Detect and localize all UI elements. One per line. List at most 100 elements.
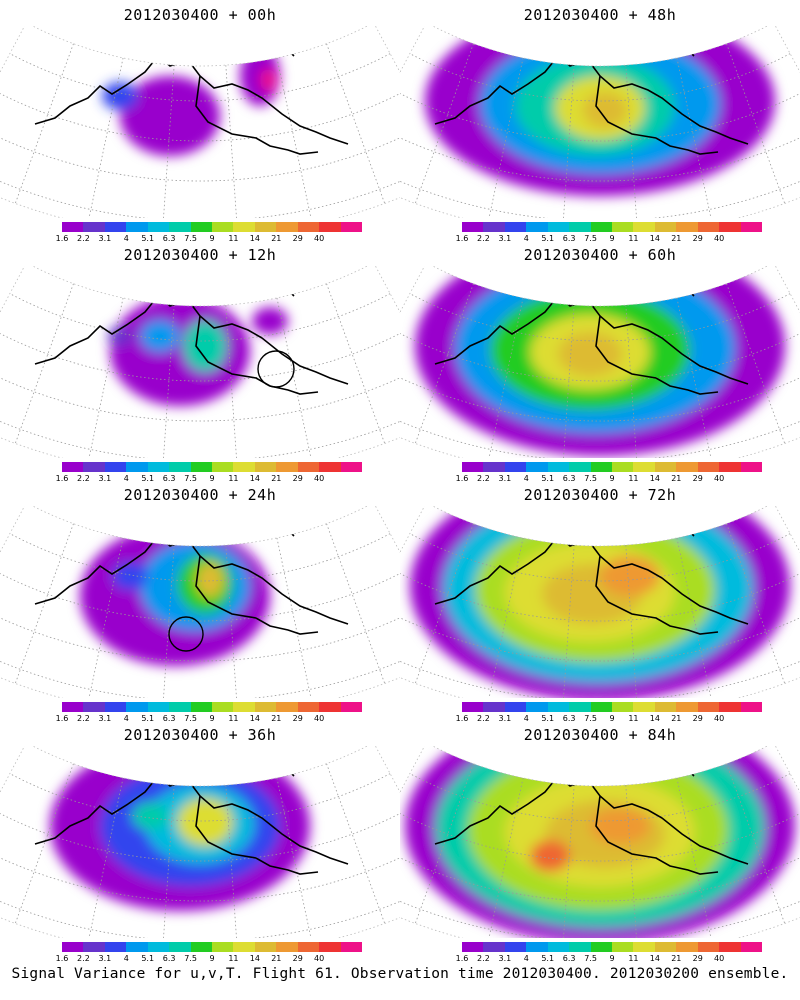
colorbar-segment	[340, 462, 363, 472]
colorbar-segment	[319, 702, 342, 712]
colorbar-label: 7.5	[184, 474, 197, 483]
colorbar-label: 1.6	[55, 954, 69, 963]
colorbar-segment	[654, 222, 677, 232]
colorbar-segment	[62, 942, 84, 952]
colorbar-label: 4	[123, 954, 129, 963]
longitude-line	[276, 57, 313, 218]
variance-map	[0, 746, 400, 938]
colorbar-label: 1.6	[55, 714, 69, 723]
longitude-line	[161, 545, 175, 698]
longitude-line	[225, 305, 239, 458]
latitude-line	[400, 879, 800, 938]
colorbar-label: 40	[714, 954, 725, 963]
longitude-line	[414, 763, 474, 924]
colorbar-label: 5.1	[141, 954, 155, 963]
colorbar-label: 9	[609, 714, 615, 723]
colorbar-segment	[254, 222, 277, 232]
colorbar-segment	[676, 462, 699, 472]
colorbar-label: 29	[692, 714, 703, 723]
colorbar-label: 21	[271, 234, 282, 243]
variance-map	[400, 506, 800, 698]
colorbar-segment	[254, 942, 277, 952]
colorbar-segment	[676, 702, 699, 712]
latitude-line	[0, 568, 400, 622]
colorbar	[62, 702, 363, 712]
colorbar-segment	[104, 462, 127, 472]
colorbar-segment	[633, 222, 656, 232]
colorbar-label: 11	[628, 954, 639, 963]
colorbar-label: 21	[271, 714, 282, 723]
colorbar-label: 1.6	[455, 714, 469, 723]
latitude-line	[400, 568, 800, 622]
panel-title: 2012030400 + 72h	[523, 486, 677, 504]
latitude-line	[0, 328, 400, 382]
variance-map	[400, 26, 800, 218]
colorbar-label: 2.2	[477, 714, 490, 723]
latitude-line	[409, 773, 791, 822]
colorbar-label: 2.2	[77, 714, 90, 723]
colorbar-label: 11	[628, 234, 639, 243]
colorbar-segment	[612, 942, 634, 952]
colorbar-label: 1.6	[455, 474, 469, 483]
colorbar-label: 3.1	[498, 954, 512, 963]
colorbar-segment	[126, 702, 149, 712]
colorbar-segment	[654, 942, 677, 952]
latitude-line	[0, 808, 400, 862]
longitude-line	[726, 43, 786, 204]
colorbar-label: 7.5	[184, 714, 197, 723]
colorbar-segment	[462, 222, 484, 232]
colorbar-segment	[462, 462, 484, 472]
colorbar-segment	[504, 702, 527, 712]
colorbar-label: 7.5	[184, 234, 197, 243]
longitude-line	[414, 283, 474, 444]
colorbar-segment	[276, 942, 299, 952]
longitude-line	[414, 523, 474, 684]
longitude-line	[326, 43, 386, 204]
longitude-line	[87, 777, 124, 938]
colorbar-segment	[147, 222, 170, 232]
latitude-line	[400, 808, 800, 862]
colorbar-label: 4	[523, 954, 529, 963]
longitude-line	[487, 777, 524, 938]
longitude-line	[87, 537, 124, 698]
latitude-line	[400, 363, 800, 422]
panel-title: 2012030400 + 36h	[123, 726, 277, 744]
variance-blob	[558, 332, 622, 376]
colorbar-segment	[483, 942, 506, 952]
colorbar-label: 11	[228, 234, 239, 243]
colorbar-label: 6.3	[162, 474, 176, 483]
colorbar-segment	[569, 942, 592, 952]
colorbar-label: 5.1	[541, 714, 555, 723]
latitude-line	[0, 363, 400, 422]
colorbar-label: 9	[609, 954, 615, 963]
colorbar-segment	[547, 222, 570, 232]
colorbar-label: 1.6	[55, 474, 69, 483]
colorbar-label: 3.1	[98, 234, 112, 243]
colorbar-label: 1.6	[455, 234, 469, 243]
colorbar-segment	[633, 462, 656, 472]
colorbar-segment	[719, 462, 742, 472]
variance-blob	[260, 68, 276, 92]
colorbar-label: 9	[209, 714, 215, 723]
colorbar-label: 1.6	[55, 234, 69, 243]
colorbar-label: 4	[123, 714, 129, 723]
colorbar-segment	[233, 462, 256, 472]
colorbar-segment	[190, 942, 213, 952]
colorbar-label: 3.1	[498, 234, 512, 243]
latitude-line	[0, 843, 400, 902]
colorbar-segment	[233, 702, 256, 712]
colorbar-segment	[547, 462, 570, 472]
colorbar-segment	[740, 942, 763, 952]
colorbar-segment	[83, 222, 106, 232]
colorbar-segment	[297, 942, 320, 952]
longitude-line	[87, 297, 124, 458]
colorbar-segment	[126, 942, 149, 952]
colorbar-segment	[483, 222, 506, 232]
variance-map	[0, 26, 400, 218]
longitude-line	[276, 777, 313, 938]
colorbar-segment	[740, 222, 763, 232]
map-panel-p60: 2012030400 + 60h 1.6 2.2 3.1 4 5.1 6.3 7.5 9 11 14…	[400, 240, 800, 488]
variance-blob	[102, 82, 138, 110]
colorbar-label: 9	[209, 474, 215, 483]
colorbar-label: 6.3	[562, 474, 576, 483]
